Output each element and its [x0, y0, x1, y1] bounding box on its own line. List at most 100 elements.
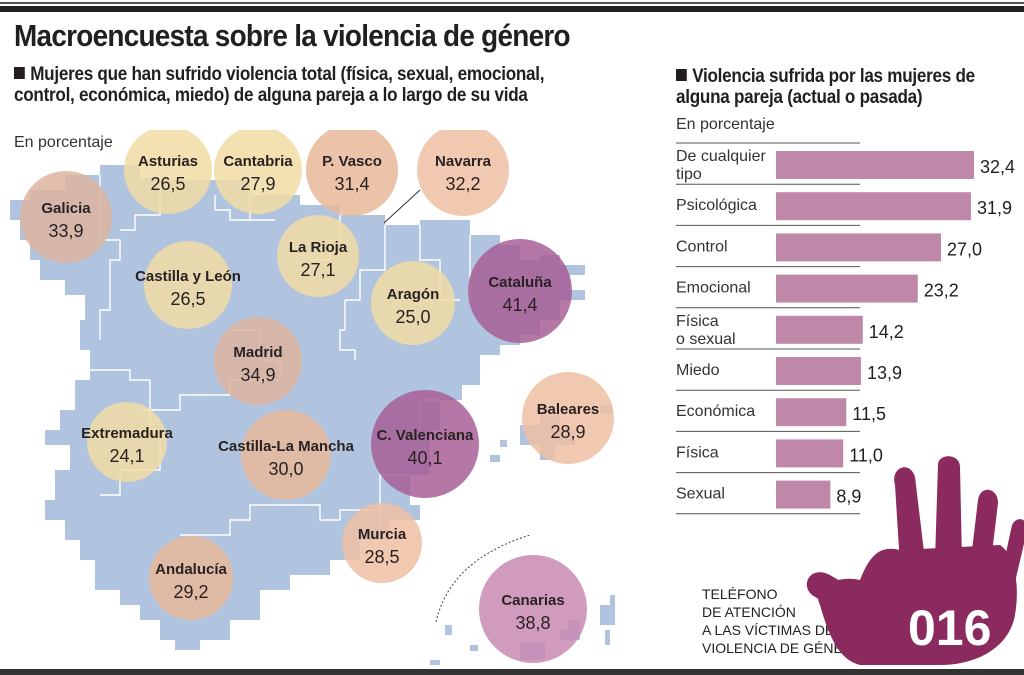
bubble-region-label: Galicia — [41, 200, 91, 217]
bubble-circle — [522, 372, 614, 464]
region-bubble: Navarra 32,2 — [417, 130, 509, 216]
region-bubbles: Galicia 33,9 Asturias 26,5 Cantabria 27,9 P. V… — [20, 130, 614, 663]
bar-value-label: 13,9 — [867, 363, 902, 383]
bubble-value-label: 26,5 — [150, 174, 185, 194]
bubble-value-label: 38,8 — [515, 613, 550, 633]
page-title: Macroencuesta sobre la violencia de géne… — [14, 18, 571, 53]
bar — [776, 151, 974, 179]
top-rule — [0, 6, 1024, 12]
bubble-value-label: 28,9 — [550, 422, 585, 442]
bar-value-label: 11,0 — [849, 445, 883, 465]
bubble-circle — [479, 555, 587, 663]
region-bubble: Cantabria 27,9 — [214, 130, 302, 214]
bubble-region-label: Castilla-La Mancha — [218, 438, 355, 455]
hotline-text: TELÉFONO DE ATENCIÓN A LAS VÍCTIMAS DE V… — [702, 585, 864, 657]
bubble-value-label: 32,2 — [445, 174, 480, 194]
region-border — [180, 504, 340, 536]
region-bubble: C. Valenciana 40,1 — [371, 390, 479, 498]
bubble-region-label: Cataluña — [488, 274, 552, 291]
bubble-circle — [87, 402, 167, 482]
bubble-circle — [149, 536, 233, 620]
bubble-value-label: 27,1 — [300, 260, 335, 280]
bullet-square-icon — [14, 67, 25, 79]
bubble-region-label: Baleares — [537, 401, 600, 418]
bar-row: Sexual 8,9 — [676, 480, 861, 515]
bar-category-label: De cualquier tipo — [676, 148, 767, 183]
bar-category-label: Emocional — [676, 280, 751, 297]
bar-category-label: Física — [676, 444, 719, 461]
bar-title-text: Violencia sufrida por las mujeres de alg… — [676, 66, 975, 108]
region-bubble: Cataluña 41,4 — [468, 239, 572, 343]
bubble-circle — [124, 130, 212, 214]
bubble-circle — [241, 410, 331, 500]
bar — [776, 398, 847, 427]
bottom-rule — [0, 669, 1024, 675]
bubble-circle — [214, 130, 302, 214]
region-border — [339, 300, 356, 360]
bar-row: Económica 11,5 — [676, 398, 886, 432]
map-title-text: Mujeres que han sufrido violencia total … — [14, 64, 545, 106]
bar-row: De cualquier tipo 32,4 — [676, 148, 1015, 185]
navarra-leader-line — [383, 189, 421, 224]
bubble-circle — [214, 317, 302, 405]
bubble-circle — [306, 130, 398, 216]
bubble-value-label: 41,4 — [502, 295, 537, 315]
handprint-part — [935, 456, 962, 560]
handprint-part — [806, 572, 880, 625]
map-landmass — [445, 625, 452, 635]
bubble-value-label: 29,2 — [173, 582, 208, 602]
bar-row: Emocional 23,2 — [676, 274, 959, 309]
bubble-value-label: 25,0 — [395, 307, 430, 327]
bullet-square-icon — [676, 69, 687, 81]
region-bubble: Andalucía 29,2 — [149, 536, 233, 620]
bubble-value-label: 40,1 — [407, 448, 442, 468]
bar-value-label: 32,4 — [980, 157, 1015, 177]
handprint-part — [818, 545, 1017, 665]
map-unit-label: En porcentaje — [14, 134, 113, 151]
bar — [776, 357, 861, 385]
bar-category-label: Física o sexual — [676, 313, 736, 348]
bubble-region-label: Navarra — [435, 153, 492, 170]
bubble-region-label: Andalucía — [155, 561, 227, 578]
region-bubble: P. Vasco 31,4 — [306, 130, 398, 216]
region-bubble: Castilla y León 26,5 — [135, 241, 241, 329]
bar — [776, 192, 971, 221]
handprint-part — [894, 467, 925, 565]
bar-row: Física o sexual 14,2 — [676, 313, 904, 350]
bar-value-label: 11,5 — [852, 404, 886, 424]
bar-category-label: Psicológica — [676, 197, 757, 214]
hotline-line: VIOLENCIA DE GÉNERO — [702, 640, 864, 656]
handprint-part — [970, 489, 998, 570]
region-bubble: Canarias 38,8 — [479, 555, 587, 663]
map-section-title: Mujeres que han sufrido violencia total … — [14, 64, 590, 106]
bubble-region-label: Madrid — [233, 344, 282, 361]
region-border — [345, 225, 386, 301]
bar-category-label: Control — [676, 238, 728, 255]
hotline-line: TELÉFONO — [702, 586, 778, 602]
bubble-region-label: Castilla y León — [135, 268, 241, 285]
bubble-region-label: Aragón — [387, 286, 440, 303]
region-border — [90, 369, 150, 381]
bubble-value-label: 28,5 — [364, 547, 399, 567]
map-landmass — [490, 455, 500, 462]
bar — [776, 233, 941, 262]
bar-value-label: 27,0 — [947, 239, 982, 259]
bubble-region-label: La Rioja — [289, 239, 348, 256]
bar-unit-label: En porcentaje — [676, 116, 775, 133]
bar-row: Física 11,0 — [676, 439, 883, 474]
top-rule-thin — [0, 2, 1024, 4]
region-bubble: La Rioja 27,1 — [277, 215, 359, 297]
region-bubble: Asturias 26,5 — [124, 130, 212, 214]
bubble-circle — [342, 503, 422, 583]
bar-row: Psicológica 31,9 — [676, 192, 1012, 226]
bar — [776, 480, 831, 509]
map-landmass — [470, 645, 478, 651]
map-landmass — [430, 660, 440, 665]
hotline-line: DE ATENCIÓN — [702, 604, 796, 620]
bar-value-label: 14,2 — [869, 322, 904, 342]
bubble-circle — [371, 390, 479, 498]
handprint-icon: 016 — [806, 456, 1024, 665]
bar-section-title: Violencia sufrida por las mujeres de alg… — [676, 66, 1018, 108]
bubble-value-label: 27,9 — [240, 174, 275, 194]
bar-category-label: Económica — [676, 403, 755, 420]
